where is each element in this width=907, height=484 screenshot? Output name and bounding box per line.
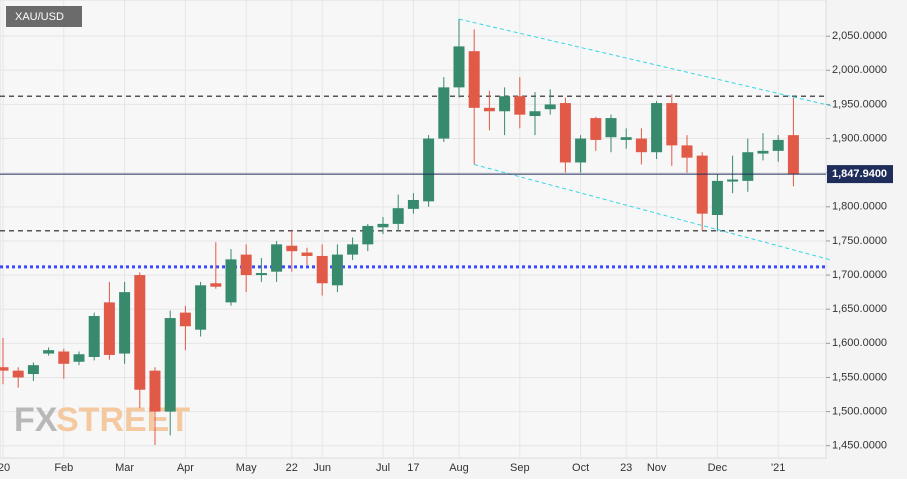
candle-body bbox=[757, 150, 769, 154]
candle-body bbox=[468, 51, 480, 108]
x-tick-label: 17 bbox=[407, 462, 419, 474]
candle-body bbox=[666, 103, 678, 146]
candle-body bbox=[73, 354, 85, 362]
candle-body bbox=[12, 370, 24, 378]
candle-body bbox=[195, 285, 207, 330]
x-tick-label: Mar bbox=[115, 462, 134, 474]
candle-body bbox=[635, 138, 647, 153]
candle-body bbox=[696, 155, 708, 214]
price-label-box bbox=[827, 165, 893, 184]
x-tick-label: Jun bbox=[313, 462, 331, 474]
x-tick-label: Oct bbox=[572, 462, 589, 474]
title-box bbox=[6, 6, 82, 27]
candle-body bbox=[787, 135, 799, 175]
candle-body bbox=[620, 137, 632, 140]
trend-line bbox=[474, 164, 832, 261]
candle-body bbox=[164, 318, 176, 412]
candle-body bbox=[316, 255, 328, 284]
candle-body bbox=[179, 312, 191, 327]
x-tick-label: '21 bbox=[771, 462, 785, 474]
candle-body bbox=[362, 225, 374, 245]
candle-body bbox=[559, 103, 571, 163]
candle-body bbox=[453, 46, 465, 88]
candle-body bbox=[651, 103, 663, 153]
candle-body bbox=[514, 96, 526, 115]
x-tick-label: Nov bbox=[647, 462, 667, 474]
candle-body bbox=[772, 139, 784, 151]
y-tick-label: 1,700.0000 bbox=[832, 269, 887, 281]
candle-body bbox=[483, 107, 495, 112]
candle-body bbox=[727, 179, 739, 182]
x-tick-label: Aug bbox=[449, 462, 469, 474]
candle-body bbox=[225, 259, 237, 303]
x-tick-label: Sep bbox=[510, 462, 530, 474]
candle-body bbox=[590, 118, 602, 140]
candle-body bbox=[423, 138, 435, 202]
candle-body bbox=[544, 104, 556, 110]
candle-body bbox=[331, 254, 343, 286]
candle-body bbox=[134, 275, 146, 390]
candle-body bbox=[711, 180, 723, 216]
candle-body bbox=[103, 302, 115, 355]
y-tick-label: 1,900.0000 bbox=[832, 132, 887, 144]
candle-body bbox=[271, 244, 283, 272]
candle-body bbox=[0, 367, 9, 371]
candle-body bbox=[438, 87, 450, 139]
y-tick-label: 1,950.0000 bbox=[832, 98, 887, 110]
candle-body bbox=[377, 223, 389, 228]
x-tick-label: Apr bbox=[177, 462, 194, 474]
x-tick-label: Jul bbox=[376, 462, 390, 474]
y-tick-label: 1,450.0000 bbox=[832, 440, 887, 452]
candle-body bbox=[88, 316, 100, 357]
y-tick-label: 2,050.0000 bbox=[832, 30, 887, 42]
candle-body bbox=[499, 96, 511, 112]
candle-body bbox=[255, 273, 267, 276]
candle-body bbox=[529, 111, 541, 117]
candle-body bbox=[301, 252, 313, 256]
candle-body bbox=[149, 370, 161, 412]
x-tick-label: 22 bbox=[286, 462, 298, 474]
candle-body bbox=[210, 283, 222, 287]
y-tick-label: 1,550.0000 bbox=[832, 371, 887, 383]
y-tick-label: 1,750.0000 bbox=[832, 235, 887, 247]
price-label: 1,847.9400 bbox=[832, 168, 887, 180]
x-tick-label: May bbox=[236, 462, 257, 474]
candle-body bbox=[58, 351, 70, 364]
candle-body bbox=[392, 208, 404, 224]
candle-body bbox=[407, 199, 419, 209]
candle-body bbox=[742, 152, 754, 181]
candle-body bbox=[27, 365, 39, 375]
candle-body bbox=[575, 138, 587, 163]
candle-body bbox=[681, 145, 693, 158]
candle-body bbox=[286, 245, 298, 252]
x-tick-label: 23 bbox=[620, 462, 632, 474]
x-tick-label: Dec bbox=[708, 462, 728, 474]
candle-body bbox=[43, 350, 55, 354]
chart-title: XAU/USD bbox=[15, 11, 64, 23]
candle-body bbox=[240, 254, 252, 276]
x-tick-label: Feb bbox=[54, 462, 73, 474]
y-tick-label: 1,800.0000 bbox=[832, 201, 887, 213]
y-tick-label: 2,000.0000 bbox=[832, 64, 887, 76]
candle-body bbox=[605, 118, 617, 138]
y-tick-label: 1,600.0000 bbox=[832, 337, 887, 349]
trend-line bbox=[458, 18, 832, 107]
watermark-fx: FX bbox=[14, 401, 58, 439]
y-tick-label: 1,650.0000 bbox=[832, 303, 887, 315]
candle-body bbox=[347, 244, 359, 255]
x-tick-label: '20 bbox=[0, 462, 10, 474]
candle-body bbox=[119, 292, 131, 354]
y-tick-label: 1,500.0000 bbox=[832, 405, 887, 417]
